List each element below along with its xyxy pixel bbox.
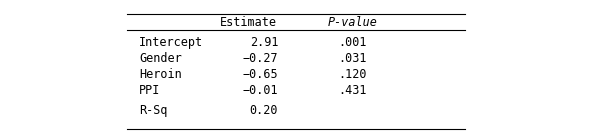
Text: .001: .001 (338, 36, 366, 49)
Text: Gender: Gender (139, 52, 182, 65)
Text: .120: .120 (338, 68, 366, 81)
Text: Intercept: Intercept (139, 36, 203, 49)
Text: −0.65: −0.65 (243, 68, 278, 81)
Text: 0.20: 0.20 (250, 104, 278, 117)
Text: .431: .431 (338, 84, 366, 97)
Text: −0.01: −0.01 (243, 84, 278, 97)
Text: .031: .031 (338, 52, 366, 65)
Text: 2.91: 2.91 (250, 36, 278, 49)
Text: Heroin: Heroin (139, 68, 182, 81)
Text: −0.27: −0.27 (243, 52, 278, 65)
Text: PPI: PPI (139, 84, 160, 97)
Text: Estimate: Estimate (220, 16, 277, 29)
Text: R-Sq: R-Sq (139, 104, 168, 117)
Text: P-value: P-value (327, 16, 377, 29)
